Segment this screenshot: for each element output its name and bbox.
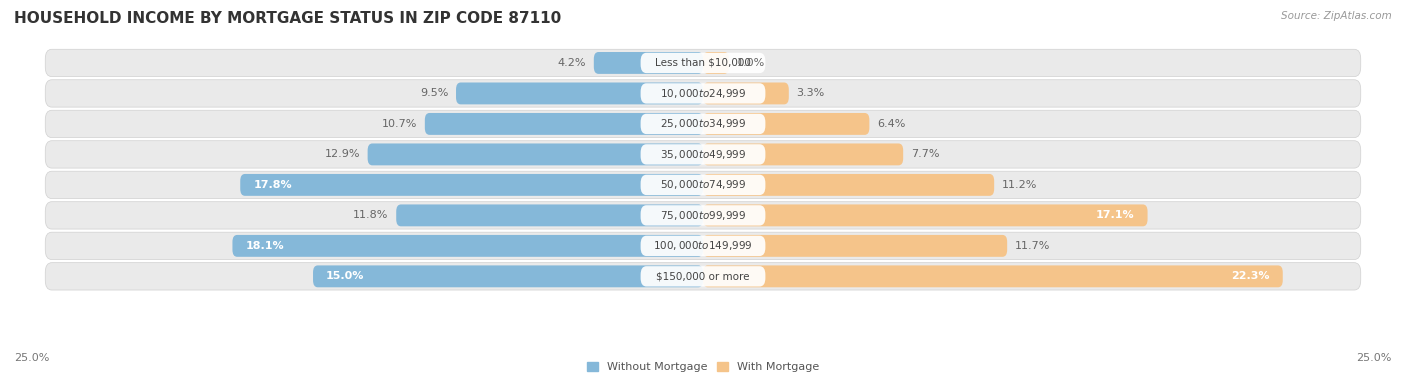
FancyBboxPatch shape (456, 82, 703, 104)
FancyBboxPatch shape (703, 235, 1007, 257)
Text: 3.3%: 3.3% (797, 88, 825, 98)
FancyBboxPatch shape (641, 144, 765, 164)
FancyBboxPatch shape (703, 113, 869, 135)
FancyBboxPatch shape (232, 235, 703, 257)
FancyBboxPatch shape (45, 141, 1361, 168)
Text: 25.0%: 25.0% (1357, 353, 1392, 363)
Text: 4.2%: 4.2% (558, 58, 586, 68)
FancyBboxPatch shape (45, 263, 1361, 290)
Text: $25,000 to $34,999: $25,000 to $34,999 (659, 118, 747, 130)
FancyBboxPatch shape (425, 113, 703, 135)
FancyBboxPatch shape (641, 114, 765, 134)
Text: 7.7%: 7.7% (911, 149, 939, 160)
Text: 25.0%: 25.0% (14, 353, 49, 363)
Text: 12.9%: 12.9% (325, 149, 360, 160)
FancyBboxPatch shape (641, 53, 765, 73)
FancyBboxPatch shape (396, 204, 703, 226)
Text: $150,000 or more: $150,000 or more (657, 271, 749, 281)
FancyBboxPatch shape (641, 266, 765, 287)
FancyBboxPatch shape (593, 52, 703, 74)
Text: HOUSEHOLD INCOME BY MORTGAGE STATUS IN ZIP CODE 87110: HOUSEHOLD INCOME BY MORTGAGE STATUS IN Z… (14, 11, 561, 26)
FancyBboxPatch shape (45, 171, 1361, 198)
Text: 6.4%: 6.4% (877, 119, 905, 129)
Text: 11.8%: 11.8% (353, 211, 388, 220)
FancyBboxPatch shape (45, 202, 1361, 229)
Text: 15.0%: 15.0% (326, 271, 364, 281)
Text: 11.7%: 11.7% (1015, 241, 1050, 251)
FancyBboxPatch shape (314, 265, 703, 287)
Text: 17.1%: 17.1% (1095, 211, 1135, 220)
FancyBboxPatch shape (641, 175, 765, 195)
FancyBboxPatch shape (45, 110, 1361, 138)
Text: Less than $10,000: Less than $10,000 (655, 58, 751, 68)
FancyBboxPatch shape (45, 80, 1361, 107)
Text: $100,000 to $149,999: $100,000 to $149,999 (654, 239, 752, 253)
FancyBboxPatch shape (703, 174, 994, 196)
FancyBboxPatch shape (703, 204, 1147, 226)
FancyBboxPatch shape (641, 236, 765, 256)
FancyBboxPatch shape (240, 174, 703, 196)
Text: 10.7%: 10.7% (381, 119, 418, 129)
Text: $10,000 to $24,999: $10,000 to $24,999 (659, 87, 747, 100)
FancyBboxPatch shape (703, 52, 728, 74)
Text: $35,000 to $49,999: $35,000 to $49,999 (659, 148, 747, 161)
Text: $75,000 to $99,999: $75,000 to $99,999 (659, 209, 747, 222)
FancyBboxPatch shape (367, 144, 703, 165)
FancyBboxPatch shape (703, 82, 789, 104)
FancyBboxPatch shape (641, 83, 765, 104)
FancyBboxPatch shape (703, 144, 903, 165)
Text: 9.5%: 9.5% (420, 88, 449, 98)
Text: 17.8%: 17.8% (253, 180, 292, 190)
Text: 22.3%: 22.3% (1232, 271, 1270, 281)
FancyBboxPatch shape (703, 265, 1282, 287)
Text: Source: ZipAtlas.com: Source: ZipAtlas.com (1281, 11, 1392, 21)
Text: 11.2%: 11.2% (1002, 180, 1038, 190)
Text: $50,000 to $74,999: $50,000 to $74,999 (659, 178, 747, 191)
Text: 18.1%: 18.1% (246, 241, 284, 251)
Text: 1.0%: 1.0% (737, 58, 765, 68)
FancyBboxPatch shape (45, 232, 1361, 260)
FancyBboxPatch shape (45, 49, 1361, 77)
Legend: Without Mortgage, With Mortgage: Without Mortgage, With Mortgage (582, 357, 824, 376)
FancyBboxPatch shape (641, 205, 765, 226)
